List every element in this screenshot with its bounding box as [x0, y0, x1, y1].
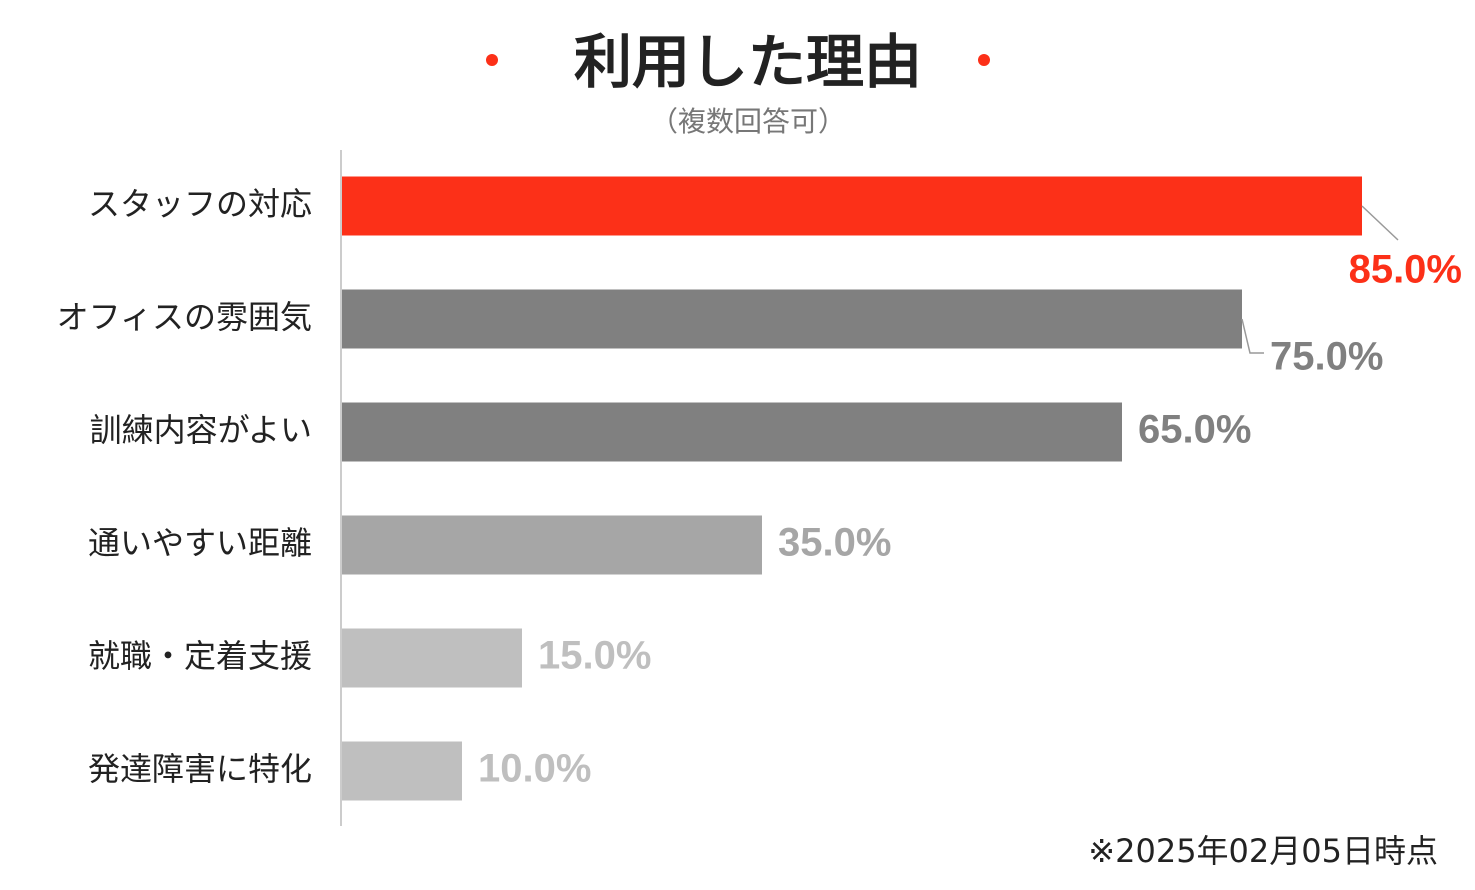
- value-label: 35.0%: [778, 521, 891, 565]
- bar: [342, 176, 1362, 236]
- bar: [342, 741, 462, 801]
- y-tick-label: 訓練内容がよい: [90, 411, 312, 449]
- y-tick-label: 就職・定着支援: [88, 637, 312, 675]
- value-label: 75.0%: [1270, 335, 1383, 379]
- bar: [342, 628, 522, 688]
- bar: [342, 402, 1122, 462]
- value-label: 10.0%: [478, 747, 591, 791]
- y-tick-label: 通いやすい距離: [88, 524, 312, 562]
- title-dot: [486, 54, 498, 66]
- value-label: 85.0%: [1349, 248, 1462, 292]
- chart-title: 利用した理由: [574, 28, 922, 96]
- title-dot: [978, 54, 990, 66]
- y-tick-label: オフィスの雰囲気: [57, 298, 312, 336]
- chart-subtitle: （複数回答可）: [650, 105, 846, 138]
- y-tick-label: スタッフの対応: [88, 185, 312, 223]
- value-label: 65.0%: [1138, 408, 1251, 452]
- bar: [342, 515, 762, 575]
- value-label: 15.0%: [538, 634, 651, 678]
- leader-line: [1361, 205, 1399, 241]
- note: ※2025年02月05日時点: [1088, 832, 1438, 870]
- bar: [342, 289, 1242, 349]
- y-tick-label: 発達障害に特化: [88, 750, 312, 788]
- leader-line: [1241, 318, 1264, 354]
